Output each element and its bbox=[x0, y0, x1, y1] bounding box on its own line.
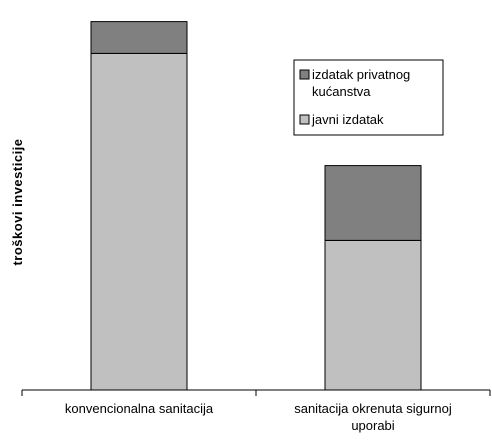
y-axis-title-group: troškovi investicije bbox=[10, 138, 25, 265]
bar-segment-izdatak-privatnog-kucanstva bbox=[90, 21, 188, 54]
x-tick-label: konvencionalna sanitacija bbox=[65, 401, 214, 416]
bar-segment-javni-izdatak bbox=[324, 239, 422, 391]
bars-group bbox=[90, 21, 422, 391]
legend-label: izdatak privatnog bbox=[312, 67, 410, 82]
legend-swatch bbox=[299, 69, 310, 80]
bar-segment-izdatak-privatnog-kucanstva bbox=[324, 165, 422, 241]
legend-items: izdatak privatnog kućanstva javni izdatak bbox=[299, 67, 410, 127]
bar-segment-javni-izdatak bbox=[90, 52, 188, 391]
legend: izdatak privatnog kućanstva javni izdatak bbox=[293, 59, 444, 136]
y-axis-title: troškovi investicije bbox=[10, 138, 25, 265]
legend-box bbox=[293, 59, 444, 136]
x-tick-label: uporabi bbox=[351, 418, 394, 433]
legend-label: kućanstva bbox=[312, 84, 371, 99]
x-tick-marks bbox=[21, 390, 491, 396]
x-tick-labels: konvencionalna sanitacija sanitacija okre… bbox=[65, 401, 452, 433]
legend-label: javni izdatak bbox=[311, 112, 384, 127]
x-tick-label: sanitacija okrenuta sigurnoj bbox=[294, 401, 452, 416]
legend-swatch bbox=[299, 114, 310, 125]
